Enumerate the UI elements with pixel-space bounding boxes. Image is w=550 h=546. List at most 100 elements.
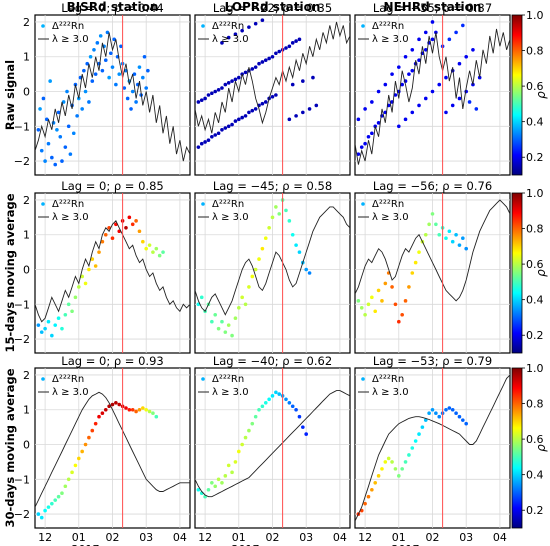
x-tick-label: 12 [358,531,372,544]
scatter-point [90,79,95,83]
scatter-point [383,460,388,464]
legend-label-scatter: Δ²²²Rn [212,21,244,32]
scatter-point [457,61,462,66]
legend-label-scatter: Δ²²²Rn [212,199,244,210]
scatter-point [410,47,415,52]
scatter-point [437,232,442,237]
scatter-point [287,117,292,122]
panel-r2-c1: Lag = −40; ρ = 0.62 Δ²²²Rn λ ≥ 3.0 12 01 02 03… [194,354,351,546]
scatter-point [386,456,391,461]
scatter-point [80,449,84,454]
scatter-point [112,37,116,42]
scatter-point [46,141,51,146]
scatter-point [444,407,448,412]
legend-label-line: λ ≥ 3.0 [52,387,89,398]
scatter-point [93,264,98,268]
scatter-point [274,205,278,209]
scatter-point [413,260,418,265]
scatter-point [467,100,472,104]
scatter-point [397,65,401,69]
scatter-point [304,267,308,272]
y-tick-label: 1 [23,404,30,417]
scatter-point [237,75,241,80]
scatter-point [457,243,462,247]
scatter-point [233,32,238,36]
scatter-point [41,96,46,101]
scatter-point [277,49,282,54]
scatter-point [58,134,63,139]
scatter-point [161,250,165,254]
scatter-point [257,257,261,261]
scatter-point [100,411,105,416]
scatter-point [213,312,218,317]
scatter-point [137,229,142,234]
legend-label-scatter: Δ²²²Rn [52,374,84,385]
scatter-point [277,392,282,396]
series-line [35,32,190,162]
row-label: 15-days moving average [3,193,17,352]
scatter-point [301,79,305,83]
scatter-point [226,124,231,129]
scatter-point [137,407,142,412]
scatter-point [132,72,137,76]
scatter-point [247,285,251,289]
scatter-point [68,152,73,156]
scatter-point [70,309,74,314]
scatter-point [48,79,52,83]
scatter-point [220,127,224,132]
scatter-point [356,152,361,156]
scatter-point [103,232,108,237]
scatter-point [213,133,218,137]
scatter-point [88,54,93,59]
scatter-point [260,404,265,409]
colorbar-tick-label: 0.8 [526,398,544,411]
scatter-point [430,407,435,412]
colorbar: 0.2 0.4 0.6 0.8 1.0 ρ [511,187,548,354]
colorbar-tick-label: 0.2 [526,329,544,342]
scatter-point [124,406,128,410]
scatter-point [134,100,138,104]
y-tick-label: −1 [14,298,30,311]
scatter-point [260,18,265,23]
scatter-point [290,232,295,237]
scatter-point [461,23,465,28]
scatter-point [454,232,458,237]
scatter-point [243,302,248,307]
scatter-point [203,140,207,144]
panel-plot-area [355,374,510,522]
scatter-point [73,463,78,468]
scatter-point [77,285,81,289]
x-year-label: 2017 [392,543,420,546]
scatter-point [290,404,295,409]
column-title: LOPRd station [225,0,321,14]
scatter-point [450,103,455,108]
scatter-point [230,79,234,83]
scatter-point [294,407,298,412]
colorbar-tick-label: 0.8 [526,45,544,58]
scatter-point [359,305,364,310]
scatter-point [233,316,238,321]
scatter-point [393,93,398,97]
scatter-point [243,70,248,75]
colorbar-tick-label: 0.4 [526,469,544,482]
x-tick-label: 02 [106,531,120,544]
series-line [355,28,510,165]
scatter-point [110,402,115,407]
colorbar-tick-label: 0.6 [526,258,544,271]
legend-label-line: λ ≥ 3.0 [212,212,249,223]
scatter-point [223,82,228,87]
legend-label-scatter: Δ²²²Rn [52,21,84,32]
colorbar-tick-label: 1.0 [526,362,544,375]
scatter-point [210,319,214,324]
scatter-point [226,81,231,85]
scatter-point [151,250,155,254]
scatter-point [461,236,465,241]
legend: Δ²²²Rn λ ≥ 3.0 [38,21,89,45]
scatter-point [270,94,275,99]
scatter-point [307,271,312,275]
scatter-point [464,421,468,426]
legend-marker-scatter [41,202,45,206]
scatter-point [410,68,415,73]
scatter-point [464,54,468,59]
